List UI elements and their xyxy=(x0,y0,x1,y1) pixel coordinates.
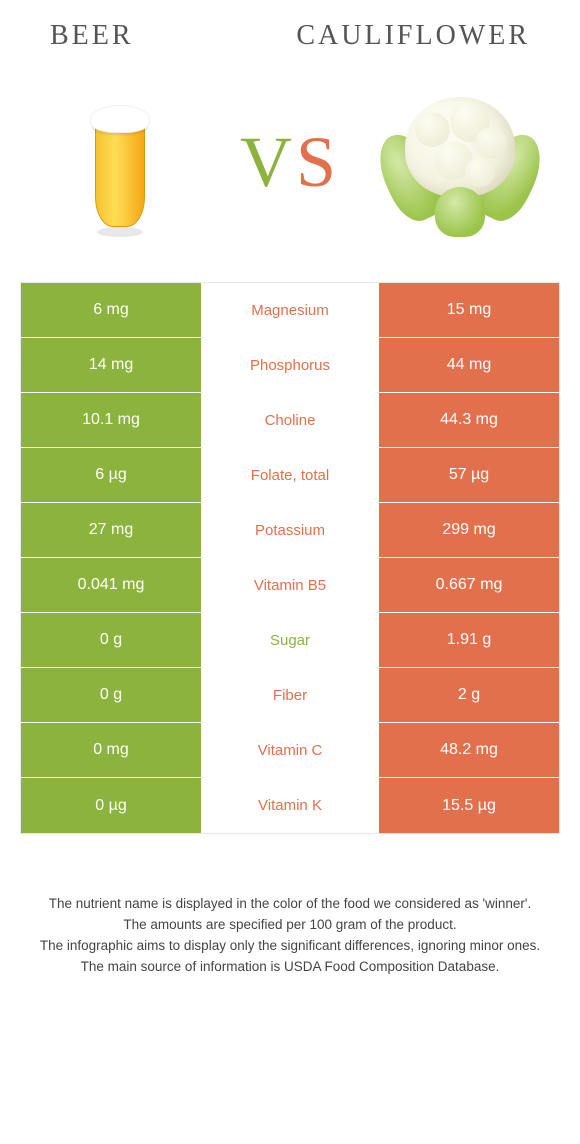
footnote-line: The main source of information is USDA F… xyxy=(30,957,550,978)
right-value: 0.667 mg xyxy=(379,558,559,612)
table-row: 0 µgVitamin K15.5 µg xyxy=(21,778,559,833)
table-row: 0.041 mgVitamin B50.667 mg xyxy=(21,558,559,613)
table-row: 6 mgMagnesium15 mg xyxy=(21,283,559,338)
footnotes: The nutrient name is displayed in the co… xyxy=(0,834,580,998)
right-value: 2 g xyxy=(379,668,559,722)
nutrient-label: Vitamin B5 xyxy=(201,558,379,612)
nutrient-label: Choline xyxy=(201,393,379,447)
right-value: 48.2 mg xyxy=(379,723,559,777)
nutrient-label: Folate, total xyxy=(201,448,379,502)
left-value: 0 g xyxy=(21,613,201,667)
table-row: 0 gFiber2 g xyxy=(21,668,559,723)
beer-image xyxy=(40,72,200,252)
table-row: 6 µgFolate, total57 µg xyxy=(21,448,559,503)
right-value: 15.5 µg xyxy=(379,778,559,833)
table-row: 27 mgPotassium299 mg xyxy=(21,503,559,558)
right-value: 1.91 g xyxy=(379,613,559,667)
vs-s-letter: S xyxy=(296,122,340,202)
left-value: 10.1 mg xyxy=(21,393,201,447)
left-food-title: Beer xyxy=(50,20,134,52)
vs-v-letter: V xyxy=(240,122,296,202)
left-value: 6 µg xyxy=(21,448,201,502)
left-value: 0 µg xyxy=(21,778,201,833)
nutrient-label: Phosphorus xyxy=(201,338,379,392)
nutrient-label: Potassium xyxy=(201,503,379,557)
nutrient-label: Vitamin K xyxy=(201,778,379,833)
footnote-line: The infographic aims to display only the… xyxy=(30,936,550,957)
table-row: 0 gSugar1.91 g xyxy=(21,613,559,668)
nutrient-label: Magnesium xyxy=(201,283,379,337)
right-value: 57 µg xyxy=(379,448,559,502)
right-value: 15 mg xyxy=(379,283,559,337)
right-value: 299 mg xyxy=(379,503,559,557)
nutrient-label: Sugar xyxy=(201,613,379,667)
left-value: 6 mg xyxy=(21,283,201,337)
comparison-table: 6 mgMagnesium15 mg14 mgPhosphorus44 mg10… xyxy=(20,282,560,834)
images-row: VS xyxy=(0,62,580,282)
cauliflower-image xyxy=(380,72,540,252)
left-value: 0 g xyxy=(21,668,201,722)
table-row: 0 mgVitamin C48.2 mg xyxy=(21,723,559,778)
right-value: 44 mg xyxy=(379,338,559,392)
left-value: 0 mg xyxy=(21,723,201,777)
nutrient-label: Vitamin C xyxy=(201,723,379,777)
table-row: 14 mgPhosphorus44 mg xyxy=(21,338,559,393)
table-row: 10.1 mgCholine44.3 mg xyxy=(21,393,559,448)
footnote-line: The amounts are specified per 100 gram o… xyxy=(30,915,550,936)
left-value: 0.041 mg xyxy=(21,558,201,612)
header: Beer Cauliflower xyxy=(0,0,580,62)
footnote-line: The nutrient name is displayed in the co… xyxy=(30,894,550,915)
right-food-title: Cauliflower xyxy=(296,20,530,52)
left-value: 27 mg xyxy=(21,503,201,557)
nutrient-label: Fiber xyxy=(201,668,379,722)
vs-label: VS xyxy=(240,121,340,204)
left-value: 14 mg xyxy=(21,338,201,392)
right-value: 44.3 mg xyxy=(379,393,559,447)
